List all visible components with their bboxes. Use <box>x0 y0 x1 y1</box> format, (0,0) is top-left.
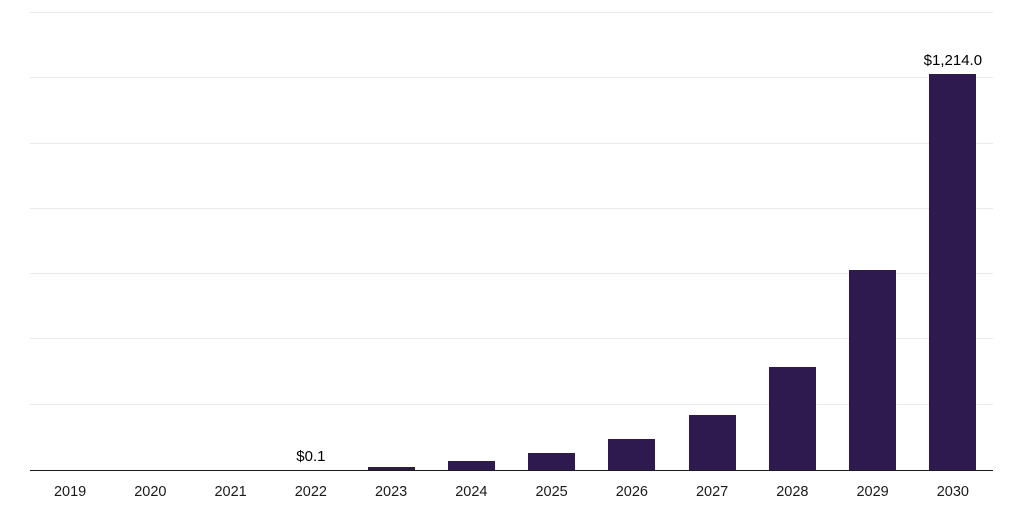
bar <box>688 414 736 470</box>
bar <box>528 453 576 470</box>
x-tick-label: 2023 <box>374 484 408 500</box>
x-axis-labels: 2019 2020 2021 2022 2023 2024 2025 2026 2027 2028… <box>30 485 993 500</box>
x-tick-label: 2026 <box>615 484 648 500</box>
bar-column-2027 <box>672 13 752 470</box>
bar-column-2019 <box>30 13 110 470</box>
bar <box>447 461 495 470</box>
bar-column-2021 <box>191 13 271 470</box>
gridline <box>30 207 993 209</box>
bar <box>608 439 656 470</box>
gridlines <box>30 12 993 470</box>
bars-row: $0.1 $1,214.0 <box>30 13 993 470</box>
bar <box>768 366 816 470</box>
bar-value-label: $1,214.0 <box>923 51 983 69</box>
plot-area: $0.1 $1,214.0 <box>30 12 993 470</box>
x-tick-label: 2019 <box>53 484 87 500</box>
bar-column-2020 <box>110 13 190 470</box>
bar-column-2030: $1,214.0 <box>913 13 993 470</box>
x-tick-label: 2021 <box>214 484 247 500</box>
bar-value-label: $0.1 <box>296 447 326 465</box>
x-tick-label: 2024 <box>455 484 488 500</box>
gridline <box>30 403 993 405</box>
bar-column-2026 <box>592 13 672 470</box>
x-tick-label: 2022 <box>294 484 327 500</box>
bar-column-2023 <box>351 13 431 470</box>
x-tick-label: 2027 <box>695 484 729 500</box>
bar <box>849 269 897 470</box>
x-tick-label: 2029 <box>856 484 889 500</box>
bar-column-2025 <box>512 13 592 470</box>
bar <box>367 467 415 470</box>
x-tick-label: 2025 <box>535 484 568 500</box>
x-tick-label: 2028 <box>776 484 809 500</box>
bar <box>929 73 977 470</box>
bar-column-2024 <box>431 13 511 470</box>
gridline <box>30 12 993 13</box>
gridline <box>30 77 993 79</box>
gridline <box>30 273 993 275</box>
bar-column-2022: $0.1 <box>271 13 351 470</box>
bar-column-2029 <box>833 13 913 470</box>
x-tick-label: 2030 <box>936 484 969 500</box>
x-tick-label: 2020 <box>134 484 167 500</box>
gridline <box>30 142 993 144</box>
gridline <box>30 338 993 340</box>
x-axis-line <box>30 470 993 471</box>
bar-column-2028 <box>752 13 832 470</box>
